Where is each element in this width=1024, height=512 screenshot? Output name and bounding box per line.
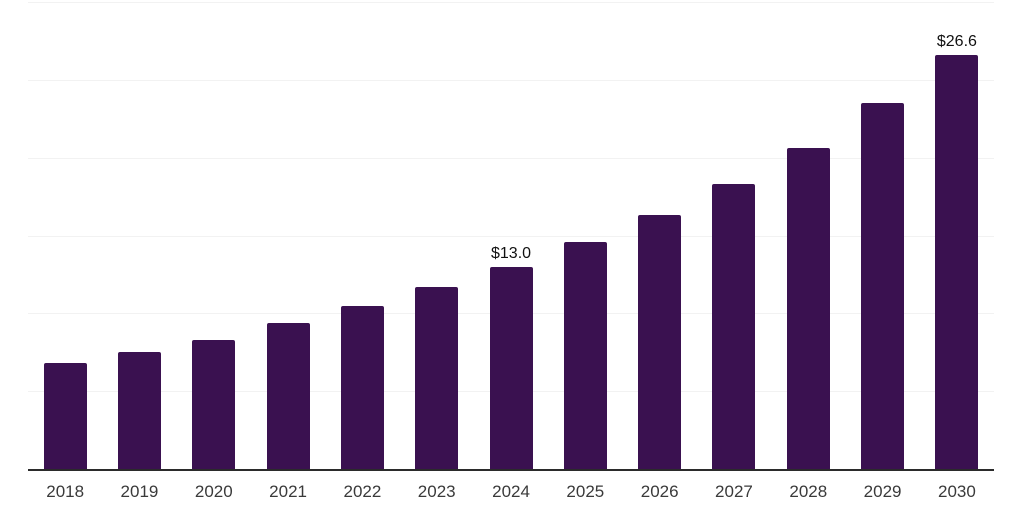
plot-area: $13.0 $26.6 bbox=[28, 2, 994, 471]
x-tick-label-2020: 2020 bbox=[194, 482, 233, 501]
x-tick-label-2029: 2029 bbox=[863, 482, 902, 501]
gridline-30 bbox=[28, 2, 994, 3]
bar-2027 bbox=[712, 184, 756, 469]
data-label-2024: $13.0 bbox=[491, 244, 532, 262]
bar-slot-2027 bbox=[697, 184, 771, 469]
x-tick-label-2028: 2028 bbox=[789, 482, 828, 501]
x-axis-line bbox=[28, 469, 994, 471]
x-axis-tick-labels: 2018 2019 2020 2021 2022 2023 2024 2025 2026 2027… bbox=[28, 471, 994, 509]
bar-2024 bbox=[489, 266, 533, 469]
x-tick-label-2027: 2027 bbox=[715, 482, 753, 501]
bar-2018 bbox=[43, 363, 87, 469]
data-label-2030: $26.6 bbox=[936, 32, 977, 50]
bar-slot-2030: $26.6 bbox=[920, 33, 994, 469]
x-tick-label-2019: 2019 bbox=[120, 482, 159, 501]
bar-2021 bbox=[266, 322, 310, 469]
bar-2028 bbox=[786, 148, 830, 469]
x-tick-label-2021: 2021 bbox=[269, 482, 307, 501]
x-tick-label-2018: 2018 bbox=[46, 482, 85, 501]
bar-2026 bbox=[638, 215, 682, 469]
bar-slot-2023 bbox=[400, 286, 474, 469]
gridline-15 bbox=[28, 235, 994, 237]
bar-slot-2026 bbox=[623, 215, 697, 469]
bar-2022 bbox=[340, 305, 384, 469]
bar-slot-2022 bbox=[325, 305, 399, 469]
bar-2020 bbox=[192, 339, 236, 469]
x-tick-label-2024: 2024 bbox=[492, 482, 530, 501]
x-tick-label-2023: 2023 bbox=[417, 482, 456, 501]
bar-2019 bbox=[117, 352, 161, 469]
bar-2029 bbox=[861, 103, 905, 469]
bar-slot-2018 bbox=[28, 363, 102, 469]
gridline-20 bbox=[28, 157, 994, 159]
bar-2030 bbox=[935, 54, 979, 469]
bar-2025 bbox=[563, 241, 607, 469]
gridline-25 bbox=[28, 79, 994, 81]
bar-2023 bbox=[415, 286, 459, 469]
bar-slot-2019 bbox=[102, 352, 176, 469]
bars-layer: $13.0 $26.6 bbox=[28, 2, 994, 469]
x-tick-label-2022: 2022 bbox=[343, 482, 382, 501]
bar-slot-2025 bbox=[548, 241, 622, 469]
bar-slot-2021 bbox=[251, 322, 325, 469]
x-tick-label-2025: 2025 bbox=[566, 482, 605, 501]
bar-slot-2029 bbox=[845, 103, 919, 469]
x-tick-label-2030: 2030 bbox=[937, 482, 976, 501]
bar-slot-2028 bbox=[771, 148, 845, 469]
bar-slot-2024: $13.0 bbox=[474, 245, 548, 469]
bar-slot-2020 bbox=[177, 339, 251, 469]
x-tick-label-2026: 2026 bbox=[640, 482, 679, 501]
